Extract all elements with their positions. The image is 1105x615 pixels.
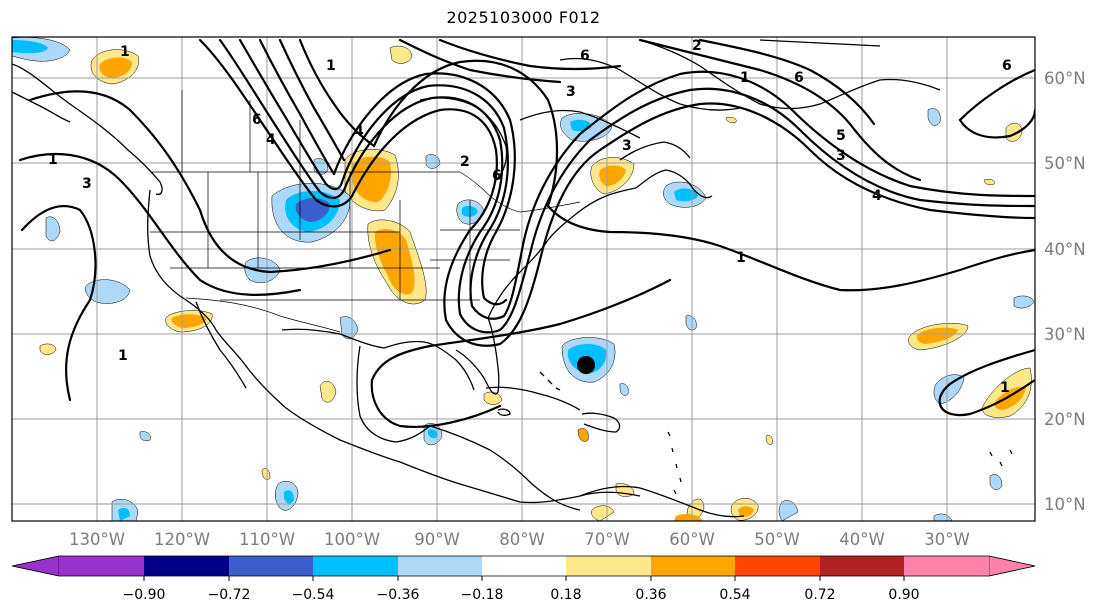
contour-label: 6: [492, 168, 502, 184]
colorbar-bin: [482, 556, 566, 576]
lon-label: 110°W: [239, 530, 295, 549]
lat-label: 60°N: [1044, 69, 1086, 88]
colorbar: −0.90 −0.72 −0.54 −0.36 −0.18 0.18 0.36 …: [11, 555, 1036, 603]
colorbar-tick-label: −0.72: [208, 587, 251, 603]
colorbar-tick-label: −0.36: [377, 587, 420, 603]
colorbar-extend-low: [11, 555, 60, 577]
contour-label: 3: [82, 176, 92, 192]
colorbar-tick-label: 0.18: [550, 587, 581, 603]
colorbar-bin: [398, 556, 482, 576]
contour-label: 1: [740, 70, 750, 86]
lon-label: 120°W: [154, 530, 210, 549]
lon-label: 100°W: [324, 530, 380, 549]
lon-label: 80°W: [499, 530, 545, 549]
colorbar-tick-label: 0.36: [635, 587, 666, 603]
lat-label: 40°N: [1044, 240, 1086, 259]
colorbar-bin: [144, 556, 229, 576]
colorbar-ticks: −0.90 −0.72 −0.54 −0.36 −0.18 0.18 0.36 …: [123, 576, 920, 603]
colorbar-bin: [651, 556, 735, 576]
storm-center-marker: [577, 356, 595, 374]
contour-label: 1: [1000, 380, 1010, 396]
contour-label: 1: [326, 58, 336, 74]
geopotential-contours: [18, 38, 1035, 428]
longitude-labels: 130°W 120°W 110°W 100°W 90°W 80°W 70°W 6…: [69, 530, 970, 549]
contour-label: 4: [354, 124, 364, 140]
colorbar-tick-label: 0.90: [888, 587, 919, 603]
graticule: [12, 37, 1035, 521]
contour-label: 1: [118, 348, 128, 364]
colorbar-bin: [313, 556, 398, 576]
contour-label: 3: [622, 138, 632, 154]
lon-label: 50°W: [754, 530, 800, 549]
map-frame: [11, 36, 1036, 522]
contour-label: 1: [120, 44, 130, 60]
lat-label: 50°N: [1044, 154, 1086, 173]
map-title: 2025103000 F012: [446, 8, 601, 27]
lon-label: 60°W: [669, 530, 715, 549]
lon-label: 70°W: [584, 530, 630, 549]
colorbar-tick-label: −0.18: [461, 587, 504, 603]
contour-label: 2: [692, 38, 702, 54]
lon-label: 40°W: [839, 530, 885, 549]
colorbar-extend-high: [988, 555, 1036, 577]
lon-label: 90°W: [414, 530, 460, 549]
contour-label: 1: [48, 152, 58, 168]
colorbar-tick-label: 0.54: [719, 587, 750, 603]
contour-label: 2: [460, 154, 470, 170]
contour-label: 6: [794, 70, 804, 86]
colorbar-bin: [904, 556, 989, 576]
contour-labels: 1 1 3 1 6 4 1 4 2 6 3 6 2 3 1 6 5 3 4 1 …: [48, 38, 1012, 396]
lon-label: 30°W: [924, 530, 970, 549]
contour-label: 3: [566, 84, 576, 100]
contour-label: 3: [836, 148, 846, 164]
coastlines: [12, 39, 1013, 518]
colorbar-tick-label: −0.54: [292, 587, 335, 603]
lat-label: 20°N: [1044, 410, 1086, 429]
contour-label: 5: [836, 128, 846, 144]
contour-label: 6: [252, 112, 262, 128]
colorbar-bin: [59, 556, 144, 576]
lat-label: 30°N: [1044, 325, 1086, 344]
contour-label: 4: [872, 188, 882, 204]
lon-label: 130°W: [69, 530, 125, 549]
colorbar-bin: [229, 556, 313, 576]
contour-label: 1: [736, 250, 746, 266]
contour-label: 4: [266, 132, 276, 148]
colorbar-tick-label: 0.72: [804, 587, 835, 603]
colorbar-bin: [820, 556, 904, 576]
colorbar-bin: [566, 556, 651, 576]
colorbar-bin: [735, 556, 820, 576]
contour-label: 6: [580, 48, 590, 64]
contour-label: 6: [1002, 58, 1012, 74]
lat-label: 10°N: [1044, 495, 1086, 514]
colorbar-tick-label: −0.90: [123, 587, 166, 603]
latitude-labels: 60°N 50°N 40°N 30°N 20°N 10°N: [1044, 69, 1086, 514]
